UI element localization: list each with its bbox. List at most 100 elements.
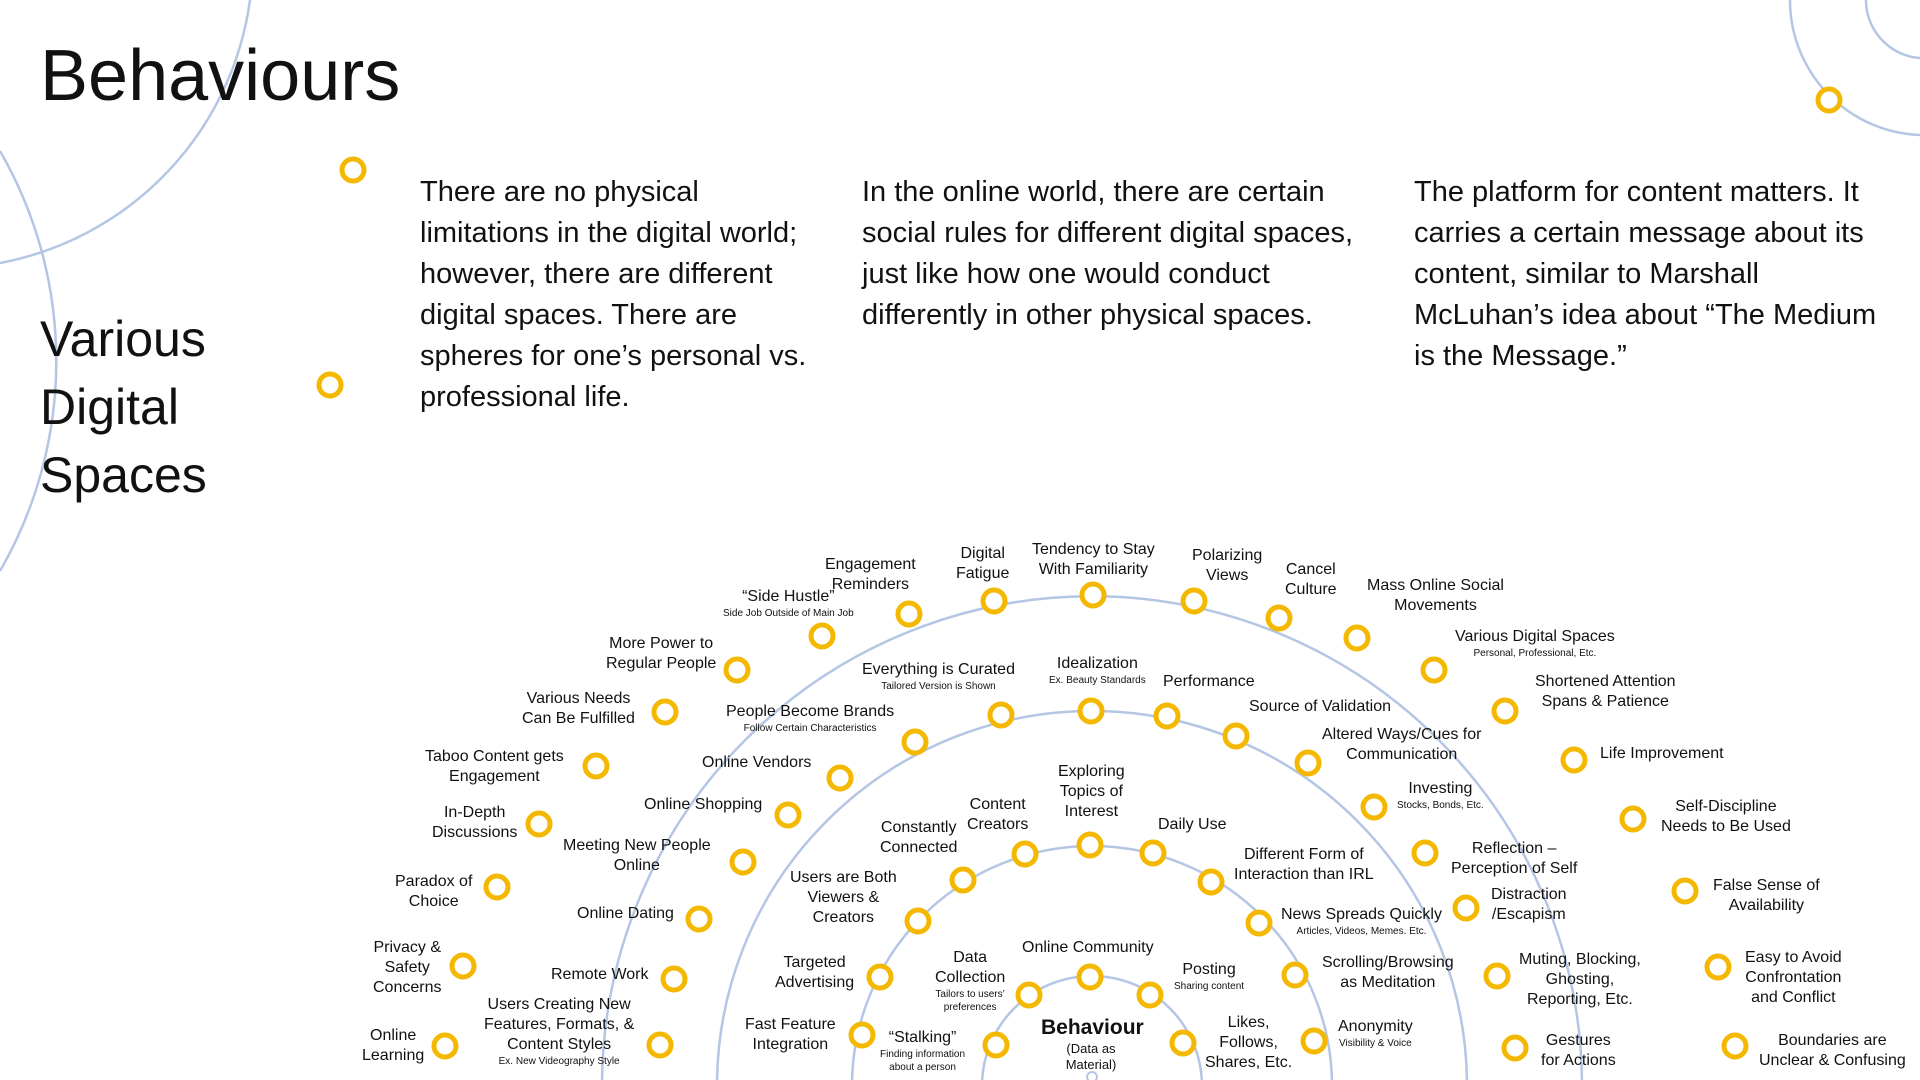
node-label-subtext: Follow Certain Characteristics — [743, 723, 877, 734]
node-label-subtext: Side Job Outside of Main Job — [723, 608, 854, 619]
node-label: Engagement Reminders — [825, 555, 916, 595]
node-label-text: Boundaries are Unclear & Confusing — [1759, 1032, 1906, 1069]
node-label-text: Muting, Blocking, Ghosting, Reporting, E… — [1519, 951, 1641, 1008]
node-label: People Become Brands Follow Certain Chara… — [726, 702, 894, 735]
node-label: Online Community — [1022, 938, 1154, 958]
node-label: Investing Stocks, Bonds, Etc. — [1397, 779, 1484, 812]
node-label-text: Altered Ways/Cues for Communication — [1322, 726, 1482, 763]
node-label: Online Shopping — [644, 795, 762, 815]
node-label: Online Learning — [362, 1026, 424, 1066]
node-label-text: Different Form of Interaction than IRL — [1234, 846, 1374, 883]
node-label: Targeted Advertising — [775, 953, 854, 993]
node-label-text: Daily Use — [1158, 816, 1227, 833]
node-label: Scrolling/Browsing as Meditation — [1322, 953, 1454, 993]
node-label: Likes, Follows, Shares, Etc. — [1205, 1013, 1292, 1073]
node-label-text: Users Creating New Features, Formats, & … — [484, 996, 635, 1053]
node-label-text: Anonymity — [1338, 1018, 1413, 1035]
node-marker — [729, 848, 757, 876]
node-label: Various Needs Can Be Fulfilled — [522, 689, 635, 729]
node-label-text: Online Shopping — [644, 796, 763, 813]
node-marker — [774, 801, 802, 829]
node-marker — [826, 764, 854, 792]
node-marker — [1704, 953, 1732, 981]
node-label-text: Users are Both Viewers & Creators — [790, 869, 897, 926]
node-label-subtext: Tailored Version is Shown — [881, 681, 996, 692]
node-label: Mass Online Social Movements — [1367, 576, 1504, 616]
node-marker — [1721, 1032, 1749, 1060]
node-label: Everything is Curated Tailored Version is… — [862, 660, 1015, 693]
node-marker — [1411, 839, 1439, 867]
node-label-text: Gestures for Actions — [1541, 1032, 1616, 1069]
node-label: Polarizing Views — [1192, 546, 1262, 586]
node-marker — [1671, 877, 1699, 905]
center-dot — [1086, 1071, 1098, 1080]
center-title: Behaviour — [1041, 1016, 1144, 1039]
node-label: Different Form of Interaction than IRL — [1234, 845, 1374, 885]
node-label-text: Privacy & Safety Concerns — [373, 939, 442, 996]
deco-node-title — [339, 156, 367, 184]
node-label-subtext: Finding information about a person — [880, 1049, 966, 1073]
diagram-center-label: Behaviour (Data as Material) — [1041, 1015, 1144, 1073]
node-marker — [1265, 604, 1293, 632]
node-label: Muting, Blocking, Ghosting, Reporting, E… — [1519, 950, 1641, 1010]
node-marker — [987, 701, 1015, 729]
deco-node-subtitle — [316, 371, 344, 399]
node-label: Daily Use — [1158, 815, 1226, 835]
node-marker — [1222, 722, 1250, 750]
node-marker — [1245, 909, 1273, 937]
node-label: Users are Both Viewers & Creators — [790, 868, 897, 928]
node-label-text: Self-Discipline Needs to Be Used — [1661, 798, 1791, 835]
page-title: Behaviours — [40, 36, 401, 116]
node-marker — [866, 963, 894, 991]
node-label: Reflection – Perception of Self — [1451, 839, 1577, 879]
node-marker — [651, 698, 679, 726]
node-label: Online Dating — [577, 904, 674, 924]
node-label-text: Digital Fatigue — [956, 545, 1010, 582]
node-label-text: False Sense of Availability — [1713, 877, 1820, 914]
node-marker — [1360, 793, 1388, 821]
node-marker — [1491, 697, 1519, 725]
node-label: Various Digital Spaces Personal, Professi… — [1455, 627, 1615, 660]
node-label: Cancel Culture — [1285, 560, 1337, 600]
node-marker — [449, 952, 477, 980]
node-label-text: Investing — [1408, 780, 1473, 797]
center-subtitle: (Data as Material) — [1065, 1041, 1117, 1072]
node-marker — [1501, 1034, 1529, 1062]
node-marker — [1281, 961, 1309, 989]
node-label-text: Online Learning — [362, 1027, 425, 1064]
paragraph-digital-spaces: There are no physical limitations in the… — [420, 176, 807, 413]
node-label-text: Everything is Curated — [862, 661, 1015, 678]
node-marker — [1560, 746, 1588, 774]
node-label-text: Posting — [1182, 961, 1236, 978]
node-label-subtext: Stocks, Bonds, Etc. — [1397, 800, 1484, 811]
node-label: News Spreads Quickly Articles, Videos, Me… — [1281, 905, 1442, 938]
node-label-text: Easy to Avoid Confrontation and Conflict — [1745, 949, 1842, 1006]
node-label-text: Distraction /Escapism — [1491, 886, 1567, 923]
node-label-text: Various Digital Spaces — [1455, 628, 1615, 645]
node-label-text: Scrolling/Browsing as Meditation — [1322, 954, 1454, 991]
node-label-text: Various Needs Can Be Fulfilled — [522, 690, 635, 727]
node-label-text: “Side Hustle” — [742, 588, 835, 605]
node-label-subtext: Personal, Professional, Etc. — [1473, 648, 1597, 659]
node-marker — [1197, 868, 1225, 896]
node-marker — [1011, 840, 1039, 868]
node-label: Fast Feature Integration — [745, 1015, 836, 1055]
node-marker — [1076, 831, 1104, 859]
node-label-text: Reflection – Perception of Self — [1451, 840, 1578, 877]
node-label-text: Life Improvement — [1600, 745, 1724, 762]
node-label-text: Remote Work — [551, 966, 649, 983]
node-marker — [723, 656, 751, 684]
node-label-text: Source of Validation — [1249, 698, 1392, 715]
node-label-text: Data Collection — [935, 949, 1006, 986]
deco-arc-corner-inner — [1864, 0, 1920, 60]
node-marker — [1136, 981, 1164, 1009]
node-marker — [646, 1031, 674, 1059]
node-marker — [848, 1021, 876, 1049]
node-label: Data Collection Tailors to users’ prefere… — [935, 948, 1005, 1014]
node-label: Exploring Topics of Interest — [1058, 762, 1125, 822]
node-label: Life Improvement — [1600, 744, 1724, 764]
node-marker — [1153, 702, 1181, 730]
deco-arc-title — [0, 0, 252, 265]
